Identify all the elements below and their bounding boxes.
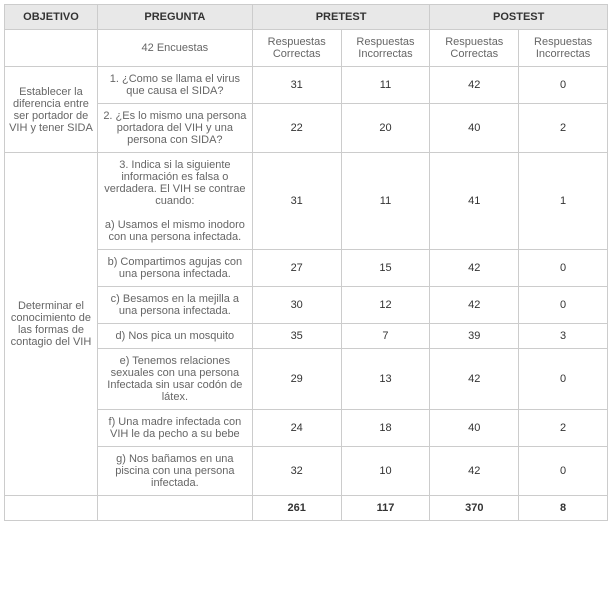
encuestas-cell: 42 Encuestas xyxy=(97,30,252,67)
pretest-correctas-header: Respuestas Correctas xyxy=(252,30,341,67)
question-cell: 2. ¿Es lo mismo una persona portadora de… xyxy=(97,104,252,153)
total-post-incorrect: 8 xyxy=(519,496,608,521)
value-cell: 40 xyxy=(430,410,519,447)
value-cell: 42 xyxy=(430,349,519,410)
total-post-correct: 370 xyxy=(430,496,519,521)
value-cell: 11 xyxy=(341,153,430,250)
value-cell: 18 xyxy=(341,410,430,447)
value-cell: 13 xyxy=(341,349,430,410)
value-cell: 42 xyxy=(430,447,519,496)
table-row: Establecer la diferencia entre ser porta… xyxy=(5,67,608,104)
value-cell: 2 xyxy=(519,410,608,447)
question-cell: b) Compartimos agujas con una persona in… xyxy=(97,250,252,287)
header-pregunta: PREGUNTA xyxy=(97,5,252,30)
value-cell: 3 xyxy=(519,324,608,349)
empty-cell xyxy=(5,496,98,521)
value-cell: 0 xyxy=(519,250,608,287)
empty-cell xyxy=(97,496,252,521)
total-pre-incorrect: 117 xyxy=(341,496,430,521)
header-objetivo: OBJETIVO xyxy=(5,5,98,30)
value-cell: 0 xyxy=(519,67,608,104)
question-cell: 1. ¿Como se llama el virus que causa el … xyxy=(97,67,252,104)
question-cell: e) Tenemos relaciones sexuales con una p… xyxy=(97,349,252,410)
value-cell: 24 xyxy=(252,410,341,447)
value-cell: 2 xyxy=(519,104,608,153)
header-row-1: OBJETIVO PREGUNTA PRETEST POSTEST xyxy=(5,5,608,30)
question-cell: f) Una madre infectada con VIH le da pec… xyxy=(97,410,252,447)
value-cell: 1 xyxy=(519,153,608,250)
value-cell: 27 xyxy=(252,250,341,287)
value-cell: 10 xyxy=(341,447,430,496)
value-cell: 7 xyxy=(341,324,430,349)
objective-1: Establecer la diferencia entre ser porta… xyxy=(5,67,98,153)
header-pretest: PRETEST xyxy=(252,5,430,30)
objective-2: Determinar el conocimiento de las formas… xyxy=(5,153,98,496)
value-cell: 41 xyxy=(430,153,519,250)
totals-row: 261 117 370 8 xyxy=(5,496,608,521)
postest-correctas-header: Respuestas Correctas xyxy=(430,30,519,67)
value-cell: 42 xyxy=(430,250,519,287)
postest-incorrectas-header: Respuestas Incorrectas xyxy=(519,30,608,67)
value-cell: 11 xyxy=(341,67,430,104)
total-pre-correct: 261 xyxy=(252,496,341,521)
value-cell: 32 xyxy=(252,447,341,496)
value-cell: 31 xyxy=(252,67,341,104)
value-cell: 29 xyxy=(252,349,341,410)
header-postest: POSTEST xyxy=(430,5,608,30)
table-row: Determinar el conocimiento de las formas… xyxy=(5,153,608,250)
value-cell: 0 xyxy=(519,447,608,496)
value-cell: 31 xyxy=(252,153,341,250)
value-cell: 12 xyxy=(341,287,430,324)
value-cell: 40 xyxy=(430,104,519,153)
value-cell: 22 xyxy=(252,104,341,153)
value-cell: 35 xyxy=(252,324,341,349)
value-cell: 0 xyxy=(519,287,608,324)
question-cell: c) Besamos en la mejilla a una persona i… xyxy=(97,287,252,324)
value-cell: 39 xyxy=(430,324,519,349)
value-cell: 20 xyxy=(341,104,430,153)
pretest-incorrectas-header: Respuestas Incorrectas xyxy=(341,30,430,67)
empty-cell xyxy=(5,30,98,67)
value-cell: 0 xyxy=(519,349,608,410)
value-cell: 30 xyxy=(252,287,341,324)
question-cell: d) Nos pica un mosquito xyxy=(97,324,252,349)
value-cell: 15 xyxy=(341,250,430,287)
question-cell: 3. Indica si la siguiente información es… xyxy=(97,153,252,250)
results-table: OBJETIVO PREGUNTA PRETEST POSTEST 42 Enc… xyxy=(4,4,608,521)
value-cell: 42 xyxy=(430,287,519,324)
value-cell: 42 xyxy=(430,67,519,104)
header-row-2: 42 Encuestas Respuestas Correctas Respue… xyxy=(5,30,608,67)
question-cell: g) Nos bañamos en una piscina con una pe… xyxy=(97,447,252,496)
